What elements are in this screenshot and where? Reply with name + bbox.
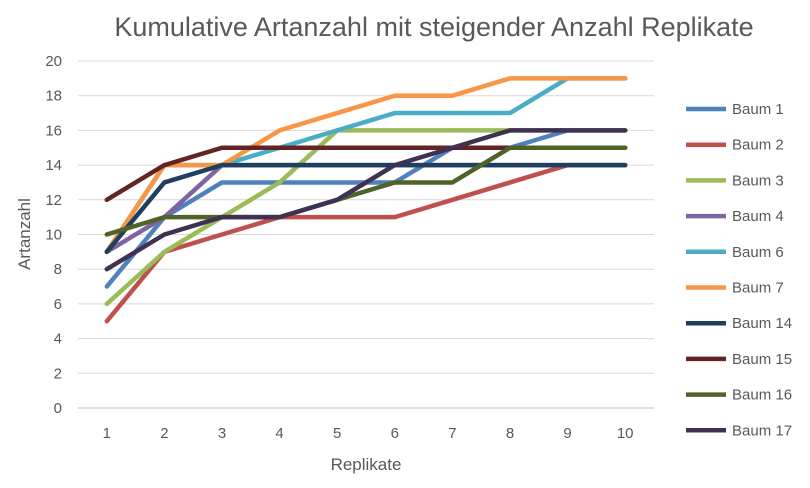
- legend-label: Baum 16: [732, 387, 792, 404]
- y-tick-label: 8: [54, 261, 62, 278]
- legend-label: Baum 7: [732, 280, 784, 297]
- y-tick-label: 16: [45, 122, 62, 139]
- legend-label: Baum 14: [732, 315, 792, 332]
- y-tick-label: 2: [54, 365, 62, 382]
- legend: Baum 1 Baum 2 Baum 3 Baum 4 Baum 6 Baum 7 Baum…: [686, 101, 792, 439]
- series-line: [104, 128, 628, 289]
- y-tick-label: 14: [45, 157, 62, 174]
- x-axis-title: Replikate: [331, 455, 402, 474]
- x-tick-label: 4: [275, 425, 283, 442]
- series-line: [104, 145, 628, 237]
- legend-label: Baum 4: [732, 208, 784, 225]
- y-tick-label: 12: [45, 192, 62, 209]
- x-tick-label: 8: [506, 425, 514, 442]
- legend-label: Baum 2: [732, 137, 784, 154]
- x-tick-label: 9: [563, 425, 571, 442]
- y-tick-label: 6: [54, 296, 62, 313]
- series-lines: [104, 76, 628, 324]
- x-tick-label: 10: [617, 425, 634, 442]
- series-line: [104, 76, 628, 255]
- legend-label: Baum 1: [732, 101, 784, 118]
- y-tick-label: 18: [45, 88, 62, 105]
- chart-title: Kumulative Artanzahl mit steigender Anza…: [114, 12, 753, 42]
- x-axis-ticks: 1 2 3 4 5 6 7 8 9 10: [103, 425, 634, 442]
- x-tick-label: 5: [333, 425, 341, 442]
- x-tick-label: 2: [160, 425, 168, 442]
- series-line: [104, 162, 628, 255]
- x-tick-label: 1: [103, 425, 111, 442]
- series-line: [104, 128, 628, 272]
- x-tick-label: 7: [448, 425, 456, 442]
- legend-label: Baum 6: [732, 244, 784, 261]
- x-tick-label: 3: [218, 425, 226, 442]
- y-axis-title: Artanzahl: [15, 198, 34, 270]
- y-tick-label: 10: [45, 227, 62, 244]
- y-tick-label: 0: [54, 400, 62, 417]
- x-tick-label: 6: [391, 425, 399, 442]
- series-line: [104, 162, 628, 324]
- legend-label: Baum 17: [732, 422, 792, 439]
- y-tick-label: 20: [45, 53, 62, 70]
- y-tick-label: 4: [54, 331, 62, 348]
- legend-label: Baum 15: [732, 351, 792, 368]
- y-axis-ticks: 0 2 4 6 8 10 12 14 16 18 20: [45, 53, 62, 417]
- legend-label: Baum 3: [732, 172, 784, 189]
